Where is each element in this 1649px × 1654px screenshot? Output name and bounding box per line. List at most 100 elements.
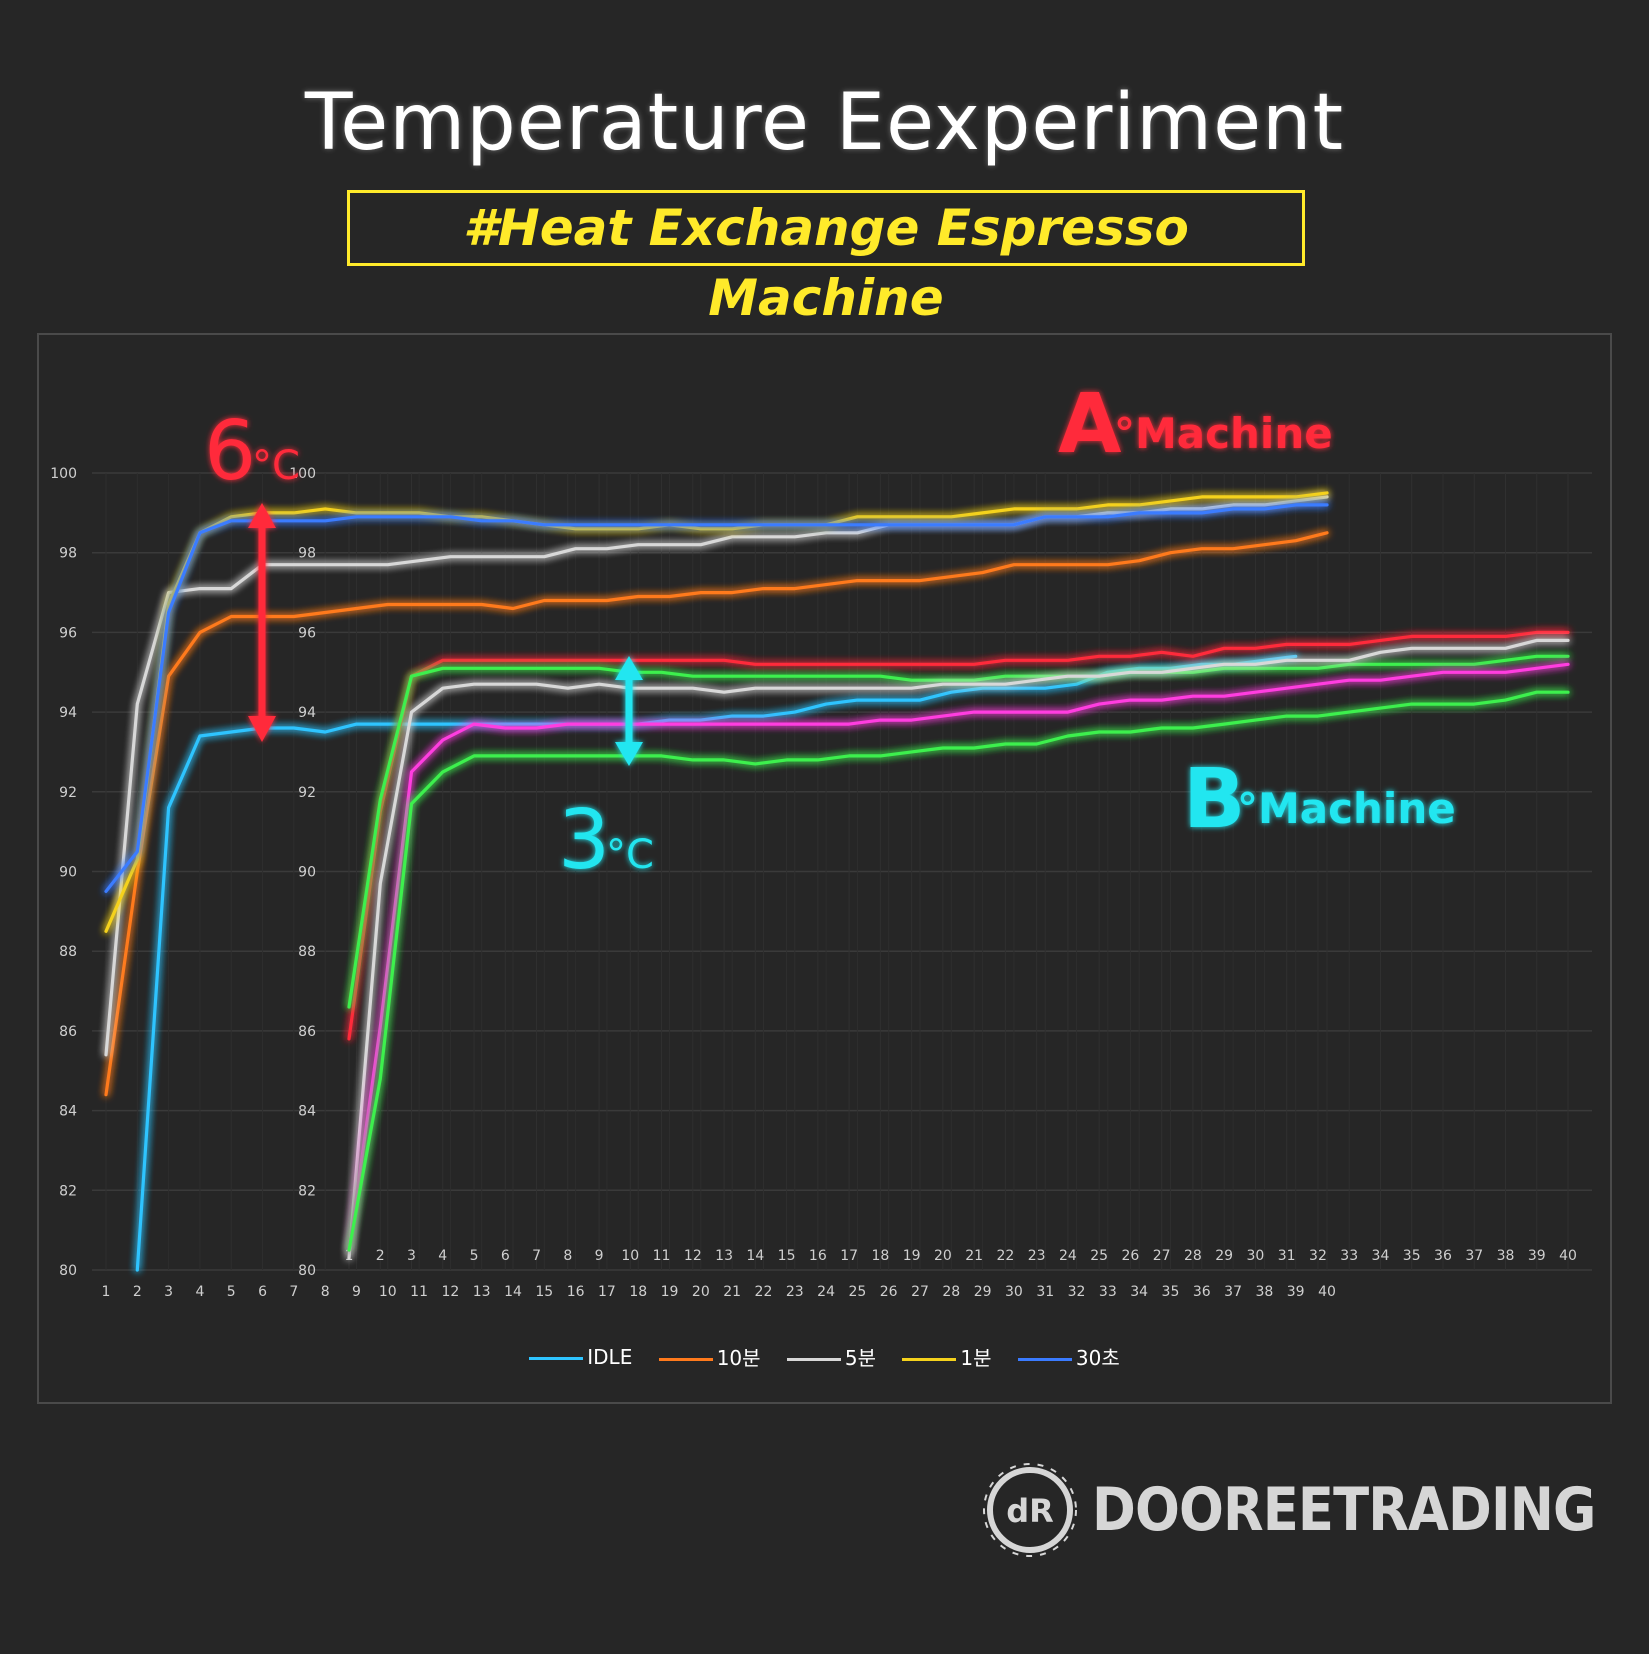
y-tick-label: 94	[59, 705, 77, 721]
x-tick-label: 21	[965, 1248, 983, 1264]
series-line-green2	[347, 690, 1570, 1252]
x-tick-label: 19	[903, 1248, 921, 1264]
x-tick-label: 4	[195, 1284, 204, 1300]
y-tick-label: 88	[59, 944, 77, 960]
x-tick-label: 11	[410, 1284, 428, 1300]
logo-mark-text: dR	[1006, 1492, 1054, 1530]
x-tick-label: 29	[1215, 1248, 1233, 1264]
x-tick-label: 38	[1497, 1248, 1515, 1264]
x-tick-label: 13	[473, 1284, 491, 1300]
x-tick-label: 40	[1318, 1284, 1336, 1300]
legend-swatch	[902, 1358, 957, 1361]
series-line-1분	[104, 491, 1329, 933]
company-logo: dR DOOREETRADING	[982, 1460, 1649, 1560]
legend-swatch	[529, 1356, 584, 1360]
x-tick-label: 6	[501, 1248, 510, 1264]
legend-item-10min: 10분	[658, 1342, 761, 1371]
x-tick-label: 26	[880, 1284, 898, 1300]
chart-subtitle: #Heat Exchange Espresso Machine	[463, 199, 1189, 327]
x-tick-label: 17	[598, 1284, 616, 1300]
x-tick-label: 18	[629, 1284, 647, 1300]
x-tick-label: 3	[407, 1248, 416, 1264]
diff-b-number: 3	[558, 793, 610, 888]
subtitle-box: #Heat Exchange Espresso Machine	[347, 190, 1305, 327]
x-tick-label: 30	[1247, 1248, 1265, 1264]
series-line-IDLE	[135, 654, 1298, 1272]
x-tick-label: 37	[1224, 1284, 1242, 1300]
x-tick-label: 13	[715, 1248, 733, 1264]
x-tick-label: 24	[1059, 1248, 1077, 1264]
x-tick-label: 7	[289, 1284, 298, 1300]
x-tick-label: 6	[258, 1284, 267, 1300]
x-tick-label: 20	[934, 1248, 952, 1264]
x-tick-label: 19	[661, 1284, 679, 1300]
x-tick-label: 22	[755, 1284, 773, 1300]
x-tick-label: 39	[1528, 1248, 1546, 1264]
x-tick-label: 15	[535, 1284, 553, 1300]
legend-swatch	[786, 1358, 841, 1361]
y-tick-label: 82	[59, 1183, 77, 1199]
x-tick-label: 4	[438, 1248, 447, 1264]
legend-swatch	[1017, 1358, 1072, 1361]
x-tick-label: 35	[1403, 1248, 1421, 1264]
y-tick-label: 96	[298, 625, 316, 641]
chart-frame	[37, 333, 1612, 1404]
x-tick-label: 10	[621, 1248, 639, 1264]
y-tick-label: 96	[59, 625, 77, 641]
series-line-5분	[104, 495, 1329, 1057]
x-tick-label: 25	[1090, 1248, 1108, 1264]
y-tick-label: 84	[298, 1104, 316, 1120]
x-tick-label: 30	[1005, 1284, 1023, 1300]
x-tick-label: 22	[996, 1248, 1014, 1264]
x-tick-label: 10	[379, 1284, 397, 1300]
series-line-30초	[104, 503, 1329, 893]
y-tick-label: 86	[59, 1024, 77, 1040]
x-tick-label: 40	[1559, 1248, 1577, 1264]
x-tick-label: 3	[164, 1284, 173, 1300]
x-tick-label: 16	[567, 1284, 585, 1300]
y-tick-label: 98	[59, 546, 77, 562]
x-tick-label: 9	[595, 1248, 604, 1264]
x-tick-label: 18	[871, 1248, 889, 1264]
x-tick-label: 5	[470, 1248, 479, 1264]
x-tick-label: 28	[942, 1284, 960, 1300]
x-tick-label: 32	[1068, 1284, 1086, 1300]
x-tick-label: 34	[1130, 1284, 1148, 1300]
legend-label: 1분	[960, 1346, 992, 1370]
x-tick-label: 29	[974, 1284, 992, 1300]
x-tick-label: 39	[1287, 1284, 1305, 1300]
x-tick-label: 14	[504, 1284, 522, 1300]
x-tick-label: 17	[840, 1248, 858, 1264]
legend-item-5min: 5분	[786, 1342, 876, 1371]
legend-item-idle: IDLE	[529, 1345, 632, 1369]
diff-a-number: 6	[204, 404, 256, 499]
x-tick-label: 20	[692, 1284, 710, 1300]
x-tick-label: 21	[723, 1284, 741, 1300]
x-tick-label: 36	[1193, 1284, 1211, 1300]
x-tick-label: 24	[817, 1284, 835, 1300]
x-tick-label: 36	[1434, 1248, 1452, 1264]
grid-a	[92, 472, 1592, 1271]
series-line-red	[347, 630, 1570, 1041]
lines-b	[347, 630, 1570, 1260]
series-line-white	[347, 638, 1570, 1260]
legend-item-30sec: 30초	[1017, 1342, 1120, 1371]
x-tick-label: 27	[911, 1284, 929, 1300]
legend-swatch	[658, 1358, 713, 1361]
x-tick-label: 2	[376, 1248, 385, 1264]
grid-b	[348, 473, 1569, 1270]
x-tick-label: 37	[1465, 1248, 1483, 1264]
machine-b-letter: B	[1183, 752, 1246, 847]
x-tick-label: 7	[532, 1248, 541, 1264]
x-tick-label: 33	[1340, 1248, 1358, 1264]
x-tick-label: 23	[786, 1284, 804, 1300]
x-tick-label: 31	[1036, 1284, 1054, 1300]
x-tick-label: 38	[1255, 1284, 1273, 1300]
y-tick-label: 90	[59, 865, 77, 881]
x-tick-label: 31	[1278, 1248, 1296, 1264]
x-tick-label: 27	[1153, 1248, 1171, 1264]
x-tick-label: 1	[102, 1284, 111, 1300]
x-tick-label: 8	[321, 1284, 330, 1300]
